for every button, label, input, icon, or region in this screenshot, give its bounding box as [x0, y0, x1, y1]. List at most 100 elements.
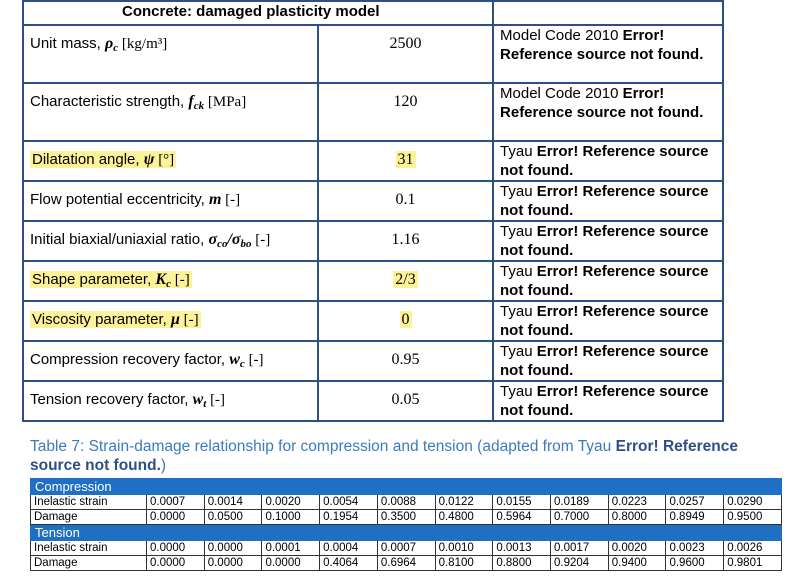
parameter-cell: Tension recovery factor, wt [-] [22, 380, 319, 422]
concrete-parameters-table: Concrete: damaged plasticity model Unit … [21, 0, 725, 422]
parameter-subscript: ck [193, 100, 205, 112]
table-cell: 0.9801 [723, 555, 782, 571]
error-reference-link[interactable]: Error! Reference source not found. [500, 143, 709, 179]
parameter-name: Viscosity parameter, μ [-] [30, 311, 201, 328]
table-row: Damage 0.0000 0.0500 0.1000 0.1954 0.3500 0.48… [30, 509, 782, 525]
table-cell: 0.0000 [203, 555, 263, 571]
strain-damage-table: Compression Inelastic strain 0.0007 0.0014 0… [30, 478, 782, 571]
parameter-cell: Dilatation angle, ψ [°] [22, 140, 319, 182]
parameter-value: 120 [393, 93, 418, 110]
error-reference-link[interactable]: Error! Reference source not found. [500, 223, 709, 259]
parameter-unit: [-] [244, 352, 264, 368]
error-reference-link[interactable]: Error! Reference source not found. [500, 343, 709, 379]
source-cell: Tyau Error! Reference source not found. [492, 260, 725, 302]
source-text: Tyau [500, 183, 537, 200]
parameter-symbol: w [229, 351, 240, 368]
table-cell: 0.0000 [261, 555, 321, 571]
parameter-cell: Shape parameter, Kc [-] [22, 260, 319, 302]
table-row: Viscosity parameter, μ [-] 0 Tyau Error! R… [22, 300, 725, 342]
table-header-row: Concrete: damaged plasticity model [21, 0, 725, 26]
table-cell: 0.4800 [434, 509, 494, 525]
table-cell: 0.9600 [665, 555, 725, 571]
table-cell: 0.9500 [723, 509, 782, 525]
parameter-value: 0.95 [391, 351, 420, 368]
source-cell: Tyau Error! Reference source not found. [492, 180, 725, 222]
table-cell: 0.0007 [146, 494, 205, 510]
table-cell: 0.0004 [319, 540, 378, 556]
caption-error-reference[interactable]: Error! Reference source not found. [30, 438, 738, 474]
parameter-subscript: c [166, 278, 171, 290]
table-row: Initial biaxial/uniaxial ratio, σco/σbo … [22, 220, 725, 262]
table-cell: 0.0000 [146, 540, 205, 556]
table-cell: 0.8949 [665, 509, 725, 525]
table-cell: 0.9204 [550, 555, 609, 571]
caption-tail: ) [160, 457, 167, 474]
source-text: Tyau [500, 343, 537, 360]
table-row: Damage 0.0000 0.0000 0.0000 0.4064 0.6964 0.81… [30, 555, 782, 571]
table-cell: 0.4064 [319, 555, 378, 571]
parameter-symbol: ψ [143, 151, 155, 168]
parameter-value: 0.05 [391, 391, 420, 408]
parameter-label: Viscosity parameter, [32, 311, 171, 328]
parameter-name: Tension recovery factor, wt [-] [30, 391, 225, 410]
source-cell: Tyau Error! Reference source not found. [492, 380, 725, 422]
table-cell: 0.0026 [723, 540, 782, 556]
table-cell: 0.1954 [319, 509, 378, 525]
parameter-unit: [-] [221, 192, 241, 208]
table-cell: 0.0010 [434, 540, 494, 556]
parameter-unit: [-] [170, 272, 190, 288]
parameter-symbol-2: /σ [227, 231, 241, 248]
error-reference-link[interactable]: Error! Reference source not found. [500, 383, 709, 419]
table-cell: 0.0500 [203, 509, 263, 525]
table-cell: 0.0023 [665, 540, 725, 556]
table-cell: 0.1000 [261, 509, 321, 525]
table-cell: 0.0013 [492, 540, 552, 556]
parameter-name: Shape parameter, Kc [-] [30, 271, 192, 290]
parameter-cell: Unit mass, ρc [kg/m³] [22, 24, 319, 84]
parameter-label: Compression recovery factor, [30, 351, 230, 368]
table-row: Flow potential eccentricity, m [-] 0.1 Tya… [22, 180, 725, 222]
table-row: Unit mass, ρc [kg/m³] 2500 Model Code 2010… [22, 24, 725, 84]
table-cell: 0.0088 [376, 494, 436, 510]
table-cell: 0.0007 [376, 540, 436, 556]
source-text: Model Code 2010 [500, 85, 623, 102]
source-cell: Tyau Error! Reference source not found. [492, 340, 725, 382]
parameter-name: Unit mass, ρc [kg/m³] [30, 35, 167, 54]
source-cell: Tyau Error! Reference source not found. [492, 140, 725, 182]
table-cell: 0.0054 [319, 494, 378, 510]
table-cell: 0.6964 [376, 555, 436, 571]
table-cell: 0.8000 [607, 509, 667, 525]
error-reference-link[interactable]: Error! Reference source not found. [500, 183, 709, 219]
parameter-value: 2/3 [393, 271, 418, 288]
table-cell: 0.0000 [146, 555, 205, 571]
row-label: Damage [30, 509, 147, 525]
parameter-subscript: c [239, 358, 245, 370]
error-reference-link[interactable]: Error! Reference source not found. [500, 85, 704, 121]
value-cell: 2/3 [316, 260, 495, 302]
table-cell: 0.0014 [203, 494, 263, 510]
parameter-value: 1.16 [391, 231, 420, 248]
parameter-label: Dilatation angle, [32, 151, 144, 168]
row-label: Damage [30, 555, 147, 571]
parameter-subscript: t [203, 398, 207, 410]
error-reference-link[interactable]: Error! Reference source not found. [500, 263, 709, 299]
parameter-symbol: ρ [105, 35, 114, 52]
table-caption: Table 7: Strain-damage relationship for … [30, 437, 790, 475]
source-cell: Tyau Error! Reference source not found. [492, 220, 725, 262]
error-reference-link[interactable]: Error! Reference source not found. [500, 27, 704, 63]
table-cell: 0.0000 [146, 509, 205, 525]
parameter-value: 0 [399, 311, 412, 328]
value-cell: 0 [316, 300, 495, 342]
parameter-subscript: co [217, 238, 228, 250]
row-label: Inelastic strain [30, 540, 147, 556]
table-cell: 0.8800 [492, 555, 552, 571]
table-cell: 0.5964 [492, 509, 552, 525]
parameter-name: Characteristic strength, fck [MPa] [30, 93, 246, 112]
parameter-unit: [-] [251, 232, 271, 248]
source-text: Tyau [500, 303, 537, 320]
error-reference-link[interactable]: Error! Reference source not found. [500, 303, 709, 339]
parameter-value: 0.1 [395, 191, 416, 208]
section-title: Compression [30, 478, 782, 495]
parameter-label: Initial biaxial/uniaxial ratio, [30, 231, 209, 248]
section-header-row: Tension [30, 524, 782, 541]
